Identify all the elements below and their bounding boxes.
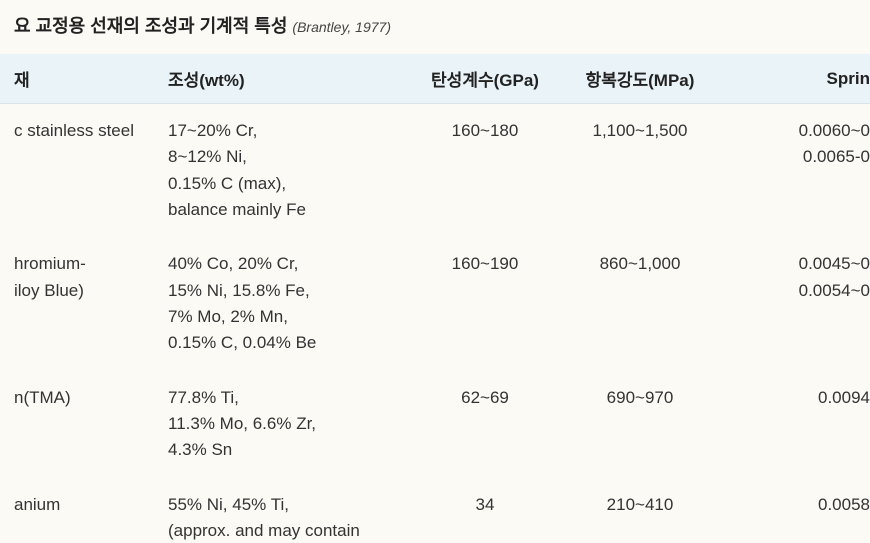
cell-spring: 0.0058 bbox=[720, 478, 870, 543]
cell-modulus: 160~180 bbox=[410, 104, 560, 238]
page-root: 요 교정용 선재의 조성과 기계적 특성 (Brantley, 1977) 재 … bbox=[0, 0, 870, 543]
table-row: hromium- iloy Blue) 40% Co, 20% Cr, 15% … bbox=[0, 237, 870, 370]
cell-yield: 860~1,000 bbox=[560, 237, 720, 370]
materials-table: 재 조성(wt%) 탄성계수(GPa) 항복강도(MPa) Sprin c st… bbox=[0, 54, 870, 543]
caption-citation: (Brantley, 1977) bbox=[292, 19, 391, 35]
cell-wire: n(TMA) bbox=[0, 371, 160, 478]
header-modulus: 탄성계수(GPa) bbox=[410, 54, 560, 104]
header-composition: 조성(wt%) bbox=[160, 54, 410, 104]
cell-composition: 55% Ni, 45% Ti, (approx. and may contain… bbox=[160, 478, 410, 543]
header-wire: 재 bbox=[0, 54, 160, 104]
table-row: c stainless steel 17~20% Cr, 8~12% Ni, 0… bbox=[0, 104, 870, 238]
cell-composition: 17~20% Cr, 8~12% Ni, 0.15% C (max), bala… bbox=[160, 104, 410, 238]
cell-spring: 0.0094 bbox=[720, 371, 870, 478]
cell-wire: anium bbox=[0, 478, 160, 543]
header-spring: Sprin bbox=[720, 54, 870, 104]
table-caption: 요 교정용 선재의 조성과 기계적 특성 (Brantley, 1977) bbox=[0, 12, 870, 38]
cell-modulus: 62~69 bbox=[410, 371, 560, 478]
cell-spring: 0.0060~0 0.0065-0 bbox=[720, 104, 870, 238]
cell-yield: 690~970 bbox=[560, 371, 720, 478]
cell-composition: 40% Co, 20% Cr, 15% Ni, 15.8% Fe, 7% Mo,… bbox=[160, 237, 410, 370]
cell-wire: c stainless steel bbox=[0, 104, 160, 238]
cell-yield: 1,100~1,500 bbox=[560, 104, 720, 238]
caption-main: 요 교정용 선재의 조성과 기계적 특성 bbox=[14, 16, 287, 36]
table-row: n(TMA) 77.8% Ti, 11.3% Mo, 6.6% Zr, 4.3%… bbox=[0, 371, 870, 478]
cell-wire: hromium- iloy Blue) bbox=[0, 237, 160, 370]
header-yield: 항복강도(MPa) bbox=[560, 54, 720, 104]
cell-yield: 210~410 bbox=[560, 478, 720, 543]
cell-spring: 0.0045~0 0.0054~0 bbox=[720, 237, 870, 370]
cell-modulus: 34 bbox=[410, 478, 560, 543]
table-row: anium 55% Ni, 45% Ti, (approx. and may c… bbox=[0, 478, 870, 543]
table-header-row: 재 조성(wt%) 탄성계수(GPa) 항복강도(MPa) Sprin bbox=[0, 54, 870, 104]
cell-composition: 77.8% Ti, 11.3% Mo, 6.6% Zr, 4.3% Sn bbox=[160, 371, 410, 478]
cell-modulus: 160~190 bbox=[410, 237, 560, 370]
